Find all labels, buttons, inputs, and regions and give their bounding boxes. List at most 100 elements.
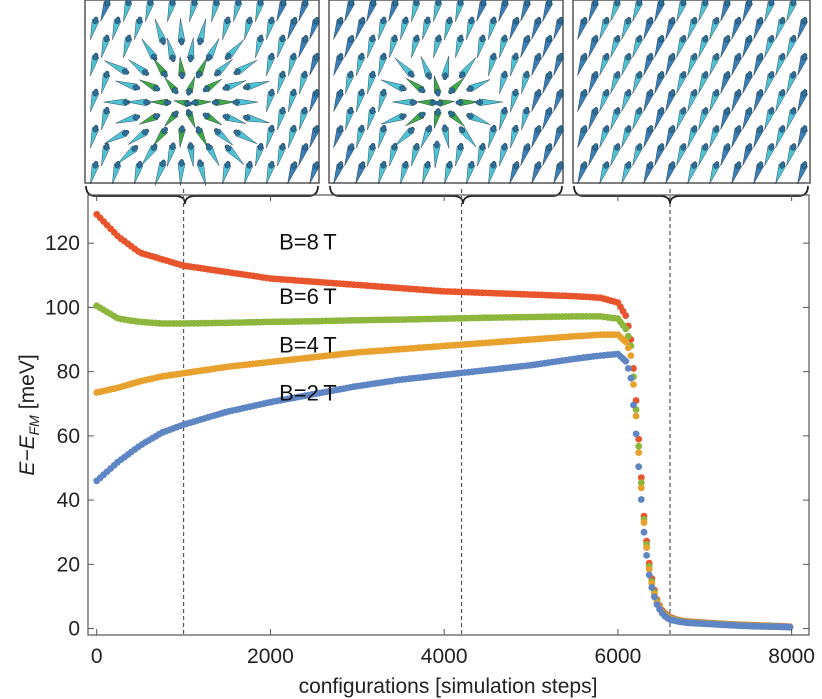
- spin-cone-base: [546, 0, 553, 7]
- spin-cone-base: [313, 161, 320, 169]
- spin-cone-base: [358, 124, 365, 133]
- spin-cone-base: [724, 71, 731, 79]
- spin-cone-base: [625, 161, 632, 169]
- y-tick-label: 40: [57, 489, 80, 512]
- y-tick-label: 60: [57, 425, 80, 448]
- spin-cone-base: [290, 52, 297, 61]
- series-group: [93, 210, 794, 631]
- spin-cone-base: [636, 107, 643, 115]
- spin-cone-base: [409, 99, 418, 106]
- spin-cone-base: [647, 161, 654, 169]
- spin-cone-base: [160, 159, 166, 167]
- spin-cone-base: [669, 16, 676, 25]
- data-point: [630, 401, 637, 409]
- spin-cone-base: [479, 34, 486, 43]
- spin-cone-base: [232, 99, 240, 105]
- spin-cone-base: [337, 89, 344, 97]
- spin-cone-base: [724, 35, 731, 43]
- data-point: [627, 374, 635, 382]
- spin-cone-base: [178, 37, 185, 46]
- spin-cone-base: [268, 16, 275, 25]
- spin-cone-base: [359, 16, 366, 25]
- spin-cone-base: [442, 124, 448, 132]
- spin-cone-base: [291, 161, 298, 169]
- spin-cone-base: [691, 161, 698, 169]
- spin-cone-base: [242, 114, 251, 121]
- snapshot-marker-lines: [182, 189, 671, 635]
- spin-cone-base: [214, 69, 221, 77]
- y-axis-title-subscript: FM: [26, 415, 42, 436]
- snapshot-6600: [572, 0, 811, 184]
- spin-cone-base: [153, 85, 161, 92]
- spin-cone-base: [592, 0, 599, 7]
- spin-cone-base: [448, 110, 455, 118]
- spin-cone-base: [557, 161, 564, 169]
- spin-cone-base: [735, 16, 742, 25]
- spin-cone-base: [592, 143, 599, 151]
- spin-cone-base: [658, 0, 665, 7]
- series-label: B=4 T: [279, 332, 337, 357]
- spin-cone-base: [535, 161, 542, 169]
- spin-cone-base: [191, 0, 198, 7]
- spin-cone-base: [125, 34, 132, 43]
- spin-cone-base: [435, 88, 441, 97]
- spin-cone-base: [291, 16, 298, 25]
- spin-cone-base: [636, 35, 643, 43]
- spin-cone-base: [202, 112, 210, 119]
- spin-cone-base: [186, 88, 192, 96]
- spin-cone-base: [557, 125, 564, 133]
- spin-cone-base: [290, 88, 297, 97]
- spin-cone-base: [188, 54, 194, 63]
- data-point: [622, 312, 630, 319]
- spin-cone-base: [557, 16, 564, 25]
- spin-cone-base: [779, 89, 786, 97]
- spin-cone-base: [408, 126, 415, 134]
- spin-cone-base: [446, 16, 453, 25]
- spin-cone-base: [458, 126, 466, 134]
- series-labels: B=8 T B=6 T B=4 T B=2 T: [279, 230, 337, 406]
- data-point: [637, 496, 645, 503]
- spin-cone-base: [713, 53, 720, 61]
- y-axis-title-main: E−E: [16, 434, 39, 475]
- spin-cone-base: [535, 125, 542, 133]
- spin-cone-base: [546, 107, 553, 115]
- spin-cone-base: [603, 125, 610, 133]
- spin-cone-base: [222, 114, 230, 120]
- x-tick-label: 2000: [247, 645, 294, 668]
- y-tick-label: 0: [68, 618, 80, 641]
- spin-cone-base: [757, 53, 764, 61]
- spin-cone-base: [380, 16, 387, 25]
- spin-cone-base: [757, 89, 764, 97]
- spin-cone-base: [103, 70, 110, 79]
- spin-cone-base: [172, 110, 179, 118]
- spin-cone-base: [757, 125, 764, 133]
- spin-cone-base: [337, 16, 344, 25]
- x-tick-label: 4000: [421, 645, 468, 668]
- spin-cone-base: [313, 16, 320, 25]
- spin-cone-base: [535, 16, 542, 25]
- spin-cone-base: [457, 34, 464, 43]
- spin-cone-base: [524, 35, 531, 43]
- spin-cone-base: [188, 142, 194, 150]
- spin-cone-base: [142, 128, 150, 135]
- spin-cone-base: [702, 143, 709, 151]
- spin-cone-base: [337, 53, 344, 61]
- spin-cone-base: [490, 52, 497, 61]
- spin-cone-base: [172, 87, 179, 95]
- spin-cone-base: [302, 143, 309, 151]
- spin-cone-base: [147, 0, 154, 7]
- spin-cone-base: [457, 142, 464, 151]
- x-tick-label: 0: [91, 645, 103, 668]
- spin-cone-base: [801, 161, 808, 169]
- spin-cone-base: [581, 125, 588, 133]
- spin-cone-base: [122, 130, 130, 136]
- spin-cone-base: [691, 53, 698, 61]
- spin-cone-base: [424, 160, 431, 169]
- spin-cone-base: [224, 53, 232, 60]
- spin-cone-base: [163, 99, 172, 106]
- data-point: [640, 519, 648, 526]
- data-point: [648, 584, 656, 591]
- spin-cone-base: [603, 16, 610, 25]
- spin-cone-base: [301, 106, 308, 115]
